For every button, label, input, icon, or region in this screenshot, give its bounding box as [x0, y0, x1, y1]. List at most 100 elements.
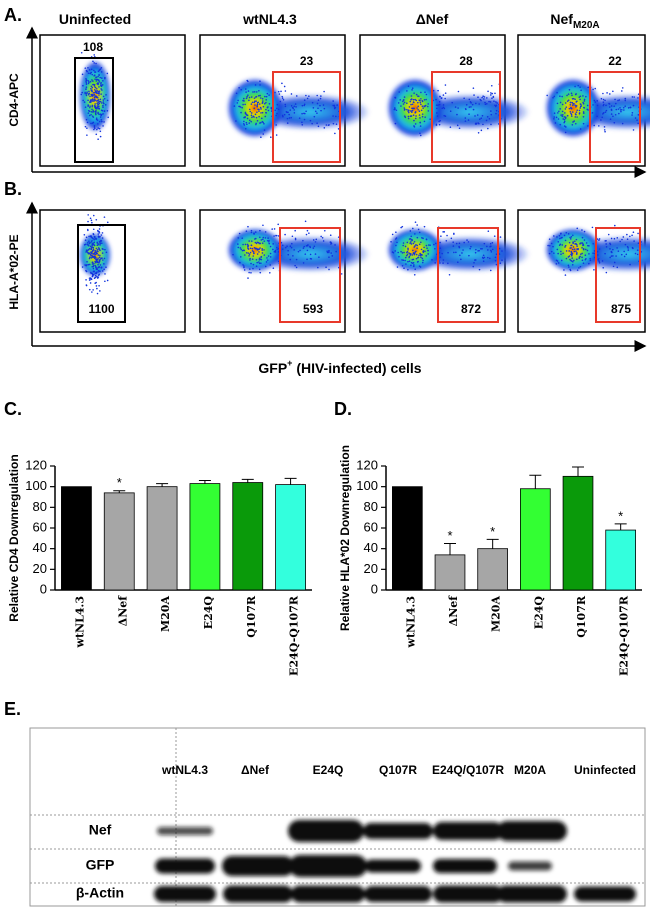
event-dot — [81, 266, 84, 268]
event-dot — [602, 103, 605, 106]
x-tick-label: E24Q — [202, 596, 215, 630]
event-dot — [89, 282, 92, 284]
event-dot — [276, 248, 279, 251]
event-dot — [99, 244, 101, 246]
event-dot — [572, 242, 574, 245]
event-dot — [612, 255, 614, 257]
event-dot — [268, 239, 270, 242]
gate-count: 23 — [300, 54, 314, 68]
event-dot — [407, 247, 409, 250]
event-dot — [90, 236, 92, 238]
event-dot — [414, 117, 417, 120]
event-dot — [411, 258, 414, 261]
event-dot — [410, 261, 413, 264]
density-core — [387, 228, 443, 272]
event-dot — [274, 91, 276, 94]
event-dot — [321, 236, 324, 239]
event-dot — [86, 249, 89, 252]
event-dot — [422, 259, 424, 262]
column-header: NefM20A — [550, 11, 599, 31]
event-dot — [598, 261, 601, 264]
event-dot — [89, 80, 92, 83]
event-dot — [546, 94, 548, 97]
event-dot — [99, 76, 101, 79]
event-dot — [574, 98, 576, 101]
event-dot — [250, 229, 253, 232]
event-dot — [393, 107, 396, 109]
event-dot — [288, 113, 290, 116]
event-dot — [99, 83, 102, 85]
event-dot — [96, 260, 99, 262]
event-dot — [584, 254, 587, 257]
event-dot — [95, 80, 98, 82]
event-dot — [243, 116, 245, 119]
event-dot — [579, 103, 582, 105]
column-header-text: Nef — [550, 11, 573, 27]
event-dot — [442, 231, 444, 233]
event-dot — [400, 105, 402, 107]
event-dot — [250, 114, 253, 117]
event-dot — [472, 87, 475, 89]
event-dot — [462, 249, 464, 251]
event-dot — [571, 263, 574, 266]
event-dot — [468, 98, 471, 101]
event-dot — [88, 90, 90, 93]
x-tick-label: Q107R — [245, 595, 258, 638]
event-dot — [95, 218, 98, 221]
event-dot — [633, 96, 635, 98]
density — [227, 228, 370, 272]
event-dot — [610, 105, 613, 107]
event-dot — [253, 252, 255, 255]
event-dot — [265, 108, 267, 111]
event-dot — [96, 252, 99, 255]
event-dot — [93, 252, 95, 255]
event-dot — [303, 118, 306, 121]
event-dot — [260, 239, 263, 241]
event-dot — [425, 93, 428, 96]
event-dot — [632, 231, 635, 234]
column-header: Uninfected — [59, 11, 131, 27]
event-dot — [291, 242, 293, 245]
x-tick-label: M20A — [159, 596, 172, 632]
event-dot — [586, 104, 589, 107]
event-dot — [255, 116, 258, 119]
event-dot — [97, 99, 99, 102]
event-dot — [427, 103, 430, 105]
event-dot — [548, 252, 551, 255]
event-dot — [398, 255, 400, 258]
event-dot — [287, 111, 289, 114]
event-dot — [253, 101, 256, 104]
error-bar — [486, 538, 499, 549]
event-dot — [98, 248, 101, 251]
column-header-text: ΔNef — [416, 11, 449, 27]
event-dot — [631, 112, 634, 114]
event-dot — [95, 266, 97, 269]
x-label-sup: + — [287, 358, 292, 368]
event-dot — [284, 105, 287, 108]
event-dot — [565, 126, 567, 128]
event-dot — [95, 237, 97, 240]
event-dot — [317, 99, 320, 102]
event-dot — [261, 97, 264, 100]
event-dot — [574, 85, 576, 88]
event-dot — [576, 116, 578, 118]
event-dot — [626, 238, 629, 240]
event-dot — [94, 237, 96, 239]
event-dot — [85, 88, 87, 90]
event-dot — [274, 251, 277, 253]
event-dot — [623, 109, 625, 111]
blot-band — [155, 858, 215, 874]
event-dot — [87, 109, 90, 112]
event-dot — [604, 111, 607, 113]
event-dot — [633, 240, 635, 242]
event-dot — [89, 95, 91, 98]
panel-label: A. — [4, 5, 22, 25]
event-dot — [247, 225, 249, 228]
event-dot — [258, 115, 260, 118]
panel-label: B. — [4, 179, 22, 199]
gate-count: 875 — [611, 302, 631, 316]
event-dot — [90, 85, 93, 88]
event-dot — [253, 246, 256, 249]
event-dot — [264, 265, 267, 268]
